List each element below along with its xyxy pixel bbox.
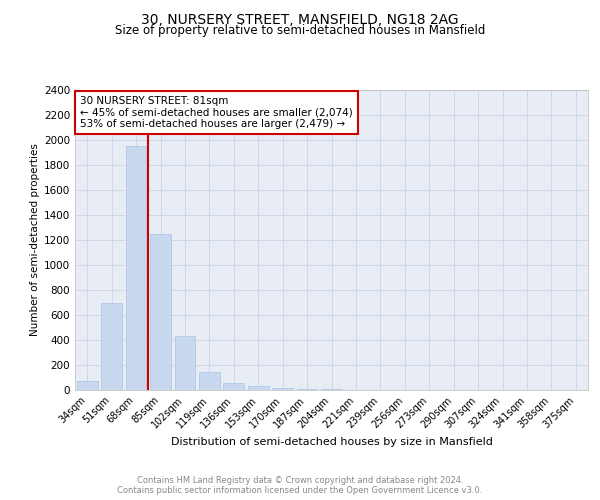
Bar bbox=[101, 302, 122, 390]
Y-axis label: Number of semi-detached properties: Number of semi-detached properties bbox=[30, 144, 40, 336]
Bar bbox=[296, 389, 317, 390]
X-axis label: Distribution of semi-detached houses by size in Mansfield: Distribution of semi-detached houses by … bbox=[170, 436, 493, 446]
Text: Contains HM Land Registry data © Crown copyright and database right 2024.
Contai: Contains HM Land Registry data © Crown c… bbox=[118, 476, 482, 495]
Bar bbox=[199, 372, 220, 390]
Bar bbox=[77, 381, 98, 390]
Text: 30, NURSERY STREET, MANSFIELD, NG18 2AG: 30, NURSERY STREET, MANSFIELD, NG18 2AG bbox=[141, 12, 459, 26]
Bar bbox=[272, 388, 293, 390]
Text: Size of property relative to semi-detached houses in Mansfield: Size of property relative to semi-detach… bbox=[115, 24, 485, 37]
Text: 30 NURSERY STREET: 81sqm
← 45% of semi-detached houses are smaller (2,074)
53% o: 30 NURSERY STREET: 81sqm ← 45% of semi-d… bbox=[80, 96, 353, 129]
Bar bbox=[248, 386, 269, 390]
Bar bbox=[125, 146, 146, 390]
Bar bbox=[223, 382, 244, 390]
Bar bbox=[175, 336, 196, 390]
Bar bbox=[150, 234, 171, 390]
